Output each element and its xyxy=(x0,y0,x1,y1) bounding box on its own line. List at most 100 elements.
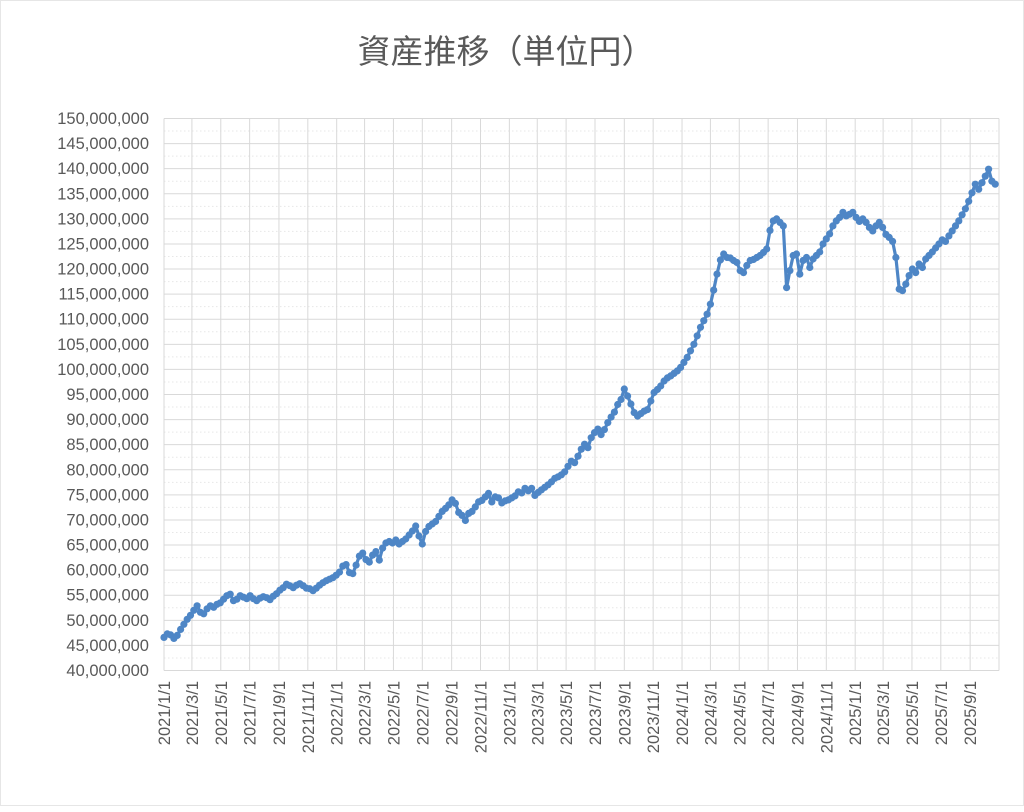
x-axis-tick-label: 2022/7/1 xyxy=(414,681,432,745)
series-marker xyxy=(594,425,602,433)
series-marker xyxy=(816,248,824,256)
x-axis-tick-label: 2023/9/1 xyxy=(616,681,634,745)
series-marker xyxy=(528,484,536,492)
x-axis-tick-label: 2021/7/1 xyxy=(242,681,260,745)
series-marker xyxy=(620,385,628,393)
series-marker xyxy=(985,165,993,173)
y-axis-tick-label: 80,000,000 xyxy=(66,461,149,479)
x-axis-tick-label: 2024/7/1 xyxy=(760,681,778,745)
x-axis-tick-label: 2025/1/1 xyxy=(847,681,865,745)
y-axis-tick-label: 125,000,000 xyxy=(57,235,149,253)
x-axis-tick-label: 2021/3/1 xyxy=(184,681,202,745)
y-axis-tick-label: 60,000,000 xyxy=(66,562,149,580)
y-axis-tick-label: 130,000,000 xyxy=(57,210,149,228)
chart-title: 資産推移（単位円） xyxy=(358,33,655,70)
y-axis-labels: 150,000,000 145,000,000 140,000,000 135,000… xyxy=(57,110,149,680)
series-marker xyxy=(372,548,380,556)
series-marker xyxy=(418,540,426,548)
major-gridlines xyxy=(163,118,1000,671)
series-marker xyxy=(700,317,708,325)
series-marker xyxy=(226,590,234,598)
series-marker xyxy=(766,226,774,234)
x-axis-tick-label: 2024/1/1 xyxy=(674,681,692,745)
series-marker xyxy=(955,217,963,225)
series-marker xyxy=(849,208,857,216)
y-axis-tick-label: 50,000,000 xyxy=(66,612,149,630)
y-axis-tick-label: 105,000,000 xyxy=(57,336,149,354)
y-axis-tick-label: 120,000,000 xyxy=(57,261,149,279)
series-marker xyxy=(432,517,440,526)
x-axis-tick-label: 2021/11/1 xyxy=(300,681,318,753)
series-marker xyxy=(889,237,897,245)
series-marker xyxy=(991,180,999,188)
y-axis-tick-label: 85,000,000 xyxy=(66,436,149,454)
series-marker xyxy=(941,237,950,245)
series-marker xyxy=(342,561,350,569)
asset-line-series xyxy=(160,165,999,643)
series-marker xyxy=(600,426,609,434)
series-marker xyxy=(693,332,701,340)
series-marker xyxy=(703,310,711,318)
x-axis-tick-label: 2024/3/1 xyxy=(702,681,720,745)
series-marker xyxy=(610,408,619,416)
series-marker xyxy=(335,568,344,576)
x-axis-tick-label: 2022/9/1 xyxy=(444,681,462,745)
y-axis-tick-label: 95,000,000 xyxy=(66,386,149,404)
series-marker xyxy=(802,253,811,262)
series-marker xyxy=(975,185,983,193)
y-axis-tick-label: 115,000,000 xyxy=(58,286,149,304)
x-axis-tick-label: 2024/11/1 xyxy=(818,681,836,753)
series-marker xyxy=(461,516,469,525)
series-marker xyxy=(375,556,383,564)
series-marker xyxy=(902,280,910,288)
series-marker xyxy=(365,558,373,566)
series-marker xyxy=(415,532,423,540)
series-marker xyxy=(647,397,655,405)
y-axis-tick-label: 65,000,000 xyxy=(66,537,149,555)
y-axis-tick-label: 55,000,000 xyxy=(66,587,149,605)
series-marker xyxy=(786,267,794,275)
y-axis-tick-label: 45,000,000 xyxy=(66,637,149,655)
series-marker xyxy=(696,323,705,331)
series-marker xyxy=(193,602,201,610)
x-axis-labels: 2021/1/1 2021/3/1 2021/5/1 2021/7/1 2021/9/1… xyxy=(156,681,980,753)
series-marker xyxy=(826,230,834,238)
x-axis-tick-label: 2024/5/1 xyxy=(731,681,749,745)
series-marker xyxy=(571,459,579,467)
x-axis-tick-label: 2023/1/1 xyxy=(501,681,519,745)
series-marker xyxy=(706,300,715,308)
series-marker xyxy=(733,258,741,267)
x-axis-tick-label: 2024/9/1 xyxy=(789,681,807,745)
y-axis-tick-label: 140,000,000 xyxy=(57,160,149,178)
series-marker xyxy=(965,197,973,205)
series-marker xyxy=(958,211,966,219)
series-marker xyxy=(604,419,612,427)
series-marker xyxy=(584,444,592,452)
series-marker xyxy=(968,189,976,197)
series-marker xyxy=(686,347,695,355)
series-line xyxy=(162,167,997,641)
x-axis-tick-label: 2021/1/1 xyxy=(156,681,174,745)
series-marker xyxy=(484,489,493,497)
x-axis-tick-label: 2025/5/1 xyxy=(904,681,922,745)
x-axis-tick-label: 2023/11/1 xyxy=(645,681,663,753)
y-axis-tick-label: 90,000,000 xyxy=(66,411,149,429)
series-marker xyxy=(836,213,844,221)
series-marker xyxy=(879,223,887,231)
series-marker xyxy=(352,561,360,569)
series-marker xyxy=(710,286,718,294)
series-marker xyxy=(806,263,814,272)
series-marker xyxy=(564,462,572,470)
series-marker xyxy=(349,570,357,578)
series-marker xyxy=(683,353,691,361)
series-marker xyxy=(173,631,181,640)
y-axis-tick-label: 70,000,000 xyxy=(66,511,149,529)
series-marker xyxy=(379,544,387,552)
series-marker xyxy=(177,625,185,634)
series-marker xyxy=(458,511,466,519)
series-marker xyxy=(971,180,979,188)
x-axis-tick-label: 2023/7/1 xyxy=(587,681,605,745)
minor-gridlines xyxy=(164,130,999,659)
